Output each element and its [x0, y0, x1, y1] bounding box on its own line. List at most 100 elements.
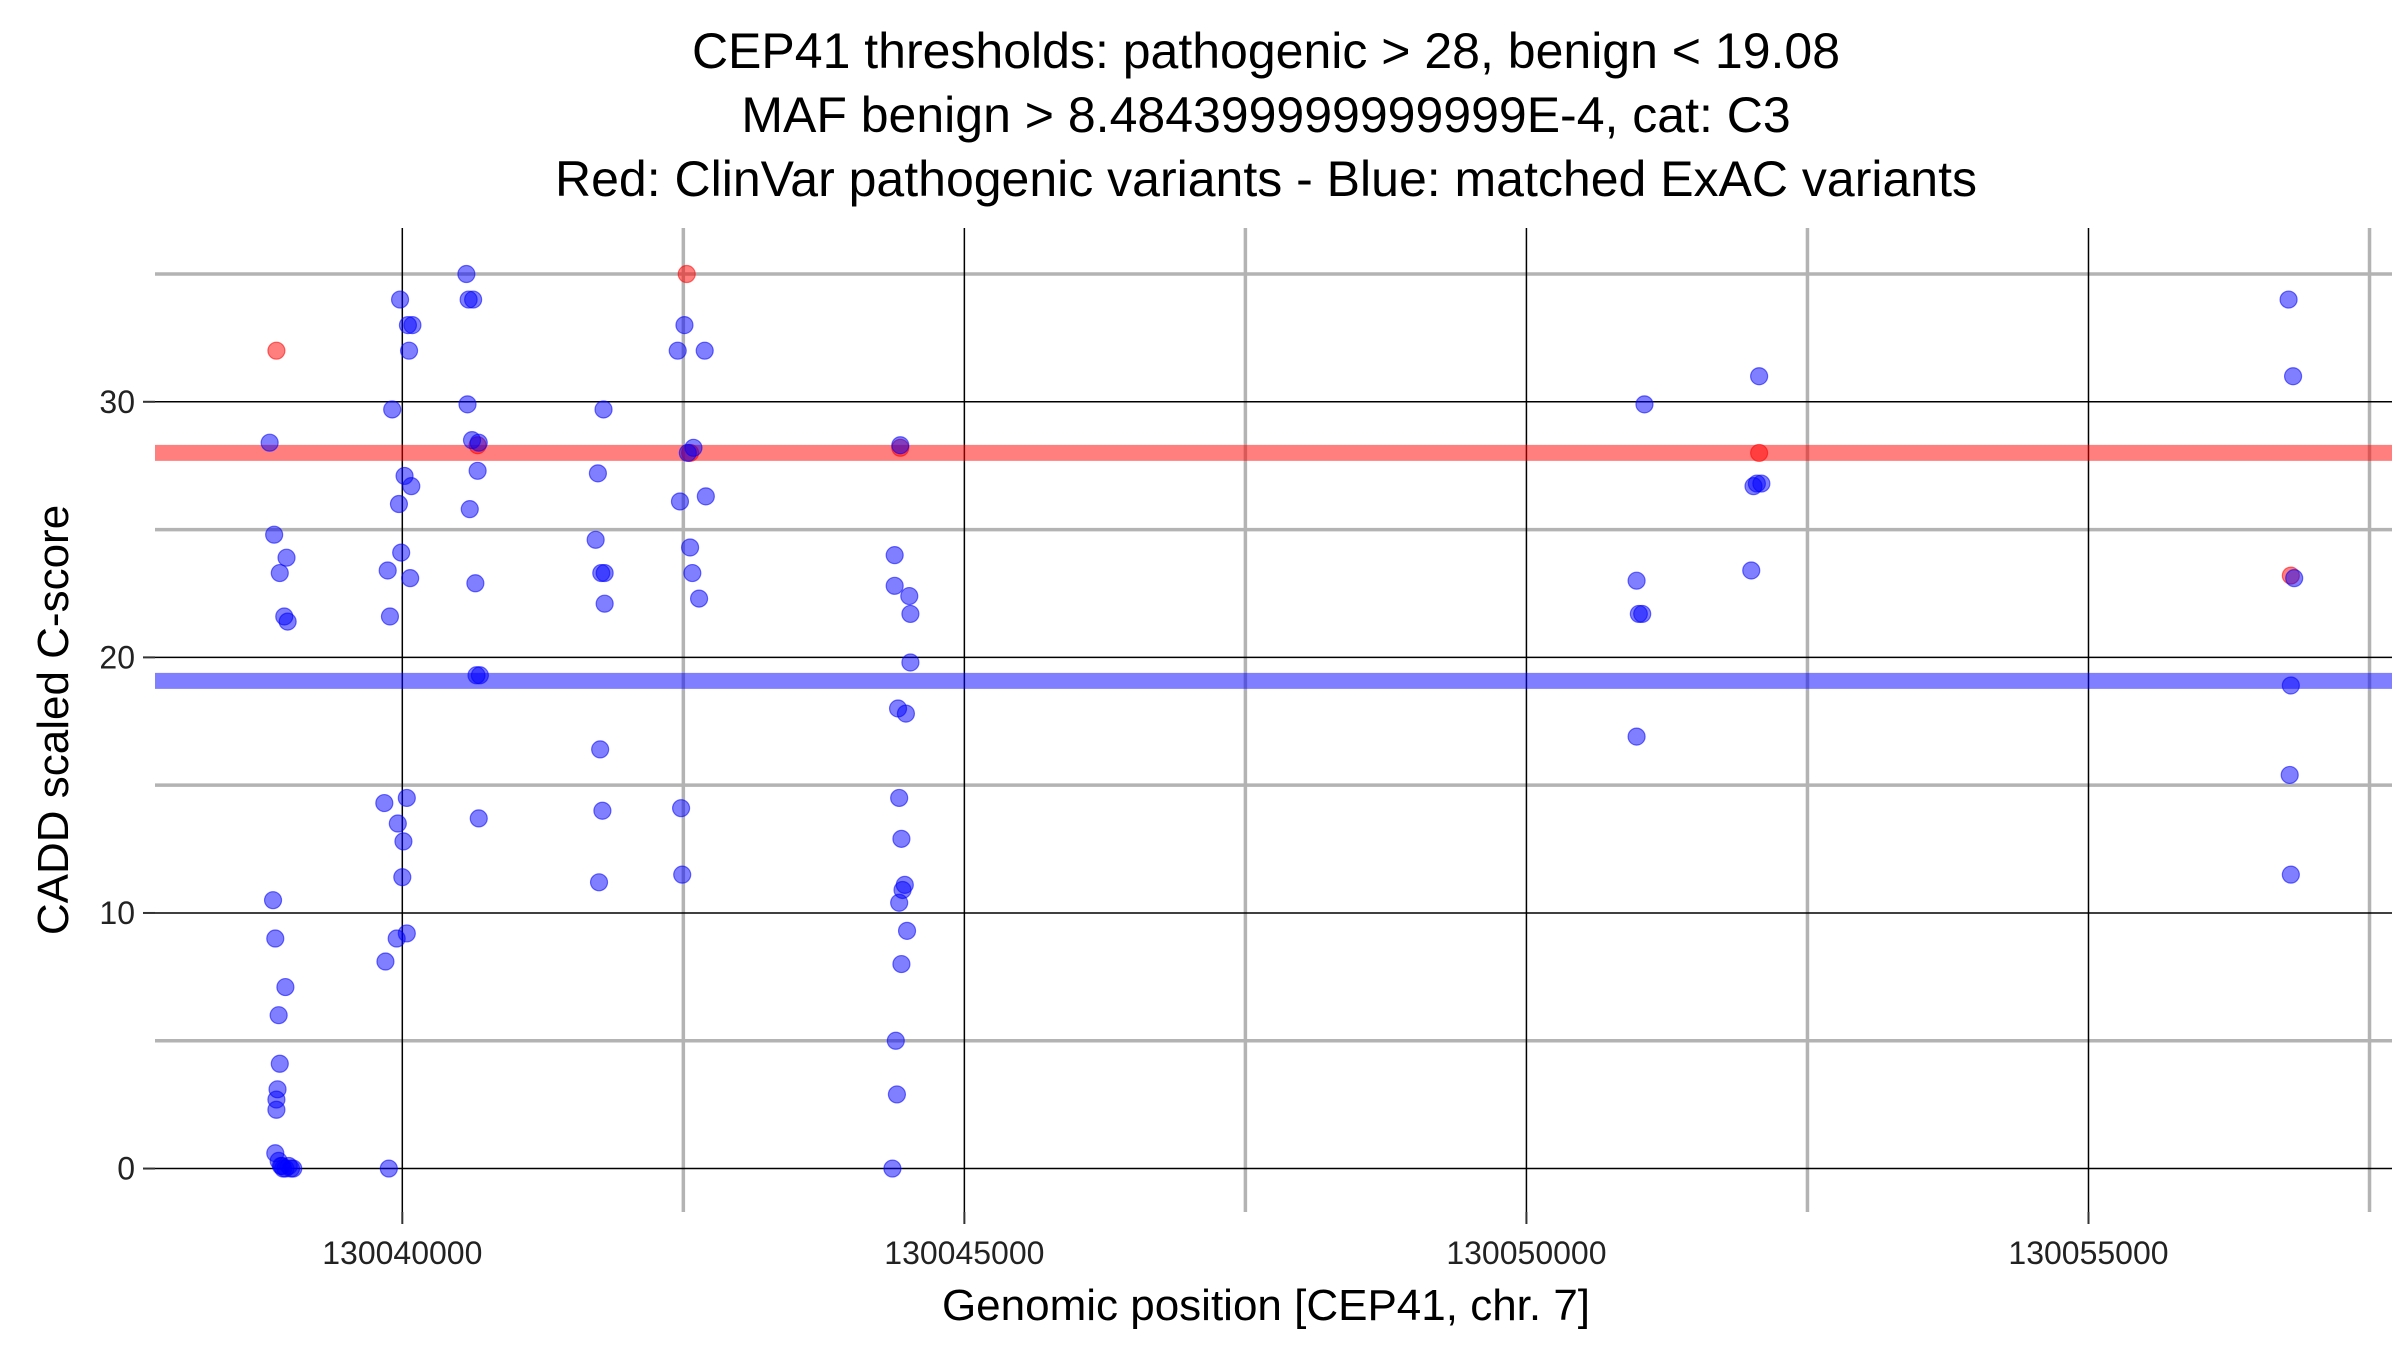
- data-point: [375, 793, 394, 813]
- data-point: [379, 1159, 398, 1178]
- data-point: [464, 290, 483, 309]
- data-point: [683, 563, 702, 583]
- data-point: [376, 952, 395, 971]
- data-point: [270, 563, 289, 583]
- data-point: [389, 494, 409, 514]
- x-tick-label: 130055000: [2008, 1235, 2168, 1271]
- y-tick-label: 0: [117, 1151, 135, 1187]
- data-point: [2285, 569, 2304, 588]
- data-point: [586, 530, 605, 549]
- data-point: [591, 740, 610, 759]
- data-point: [401, 569, 420, 588]
- data-point: [885, 546, 904, 565]
- data-point: [1742, 561, 1761, 580]
- data-point: [460, 500, 479, 519]
- threshold-lines: [155, 444, 2392, 689]
- x-axis-title: Genomic position [CEP41, chr. 7]: [942, 1281, 1590, 1330]
- data-point: [380, 607, 400, 626]
- data-point: [896, 704, 916, 723]
- data-point: [266, 929, 285, 948]
- data-point: [267, 1100, 286, 1119]
- y-axis-title: CADD scaled C-score: [29, 505, 78, 935]
- data-point: [470, 666, 489, 685]
- data-point: [269, 1006, 288, 1025]
- data-point: [595, 563, 614, 583]
- data-point: [468, 461, 487, 480]
- data-point: [594, 400, 613, 419]
- x-tick-label: 130040000: [322, 1235, 482, 1271]
- data-point: [378, 561, 397, 580]
- chart-title: CEP41 thresholds: pathogenic > 28, benig…: [555, 23, 1977, 207]
- data-point: [883, 1159, 902, 1178]
- data-point: [595, 594, 614, 613]
- data-point: [399, 341, 419, 360]
- data-point: [397, 788, 416, 808]
- data-point: [675, 316, 694, 335]
- y-tick-label: 10: [99, 895, 135, 931]
- data-point: [695, 341, 714, 360]
- x-tick-label: 130045000: [884, 1235, 1044, 1271]
- grid-lines: [155, 228, 2392, 1212]
- data-point: [260, 433, 279, 452]
- data-point: [1750, 443, 1769, 463]
- data-point: [892, 954, 911, 974]
- data-point: [1627, 727, 1646, 746]
- data-point: [469, 433, 488, 452]
- data-point: [394, 832, 413, 851]
- data-point: [673, 865, 692, 884]
- data-point: [458, 395, 477, 414]
- data-point: [268, 1080, 287, 1099]
- data-point: [265, 525, 284, 544]
- data-point: [670, 492, 690, 511]
- data-point: [1635, 395, 1654, 414]
- data-point: [891, 436, 910, 455]
- y-tick-label: 20: [99, 639, 135, 675]
- data-point: [457, 264, 476, 284]
- data-point: [680, 538, 700, 557]
- data-point: [895, 875, 914, 894]
- data-point: [593, 801, 612, 820]
- data-point: [397, 924, 416, 943]
- data-point: [2281, 676, 2300, 695]
- data-point: [901, 604, 920, 624]
- data-point: [2281, 865, 2300, 884]
- data-points: [260, 264, 2304, 1178]
- data-point: [393, 868, 412, 887]
- data-point: [696, 487, 715, 506]
- data-point: [885, 576, 904, 595]
- data-point: [2279, 290, 2298, 309]
- data-point: [684, 438, 703, 457]
- x-axis-ticks: 130040000 130045000 130050000 130055000: [322, 1212, 2169, 1271]
- data-point: [689, 589, 709, 608]
- y-axis-ticks: 0 10 20 30: [99, 384, 155, 1187]
- data-point: [284, 1159, 303, 1178]
- data-point: [267, 341, 286, 360]
- data-point: [588, 464, 608, 483]
- data-point: [1752, 474, 1771, 493]
- data-point: [1750, 367, 1769, 386]
- data-point: [668, 341, 687, 360]
- data-point: [671, 799, 691, 818]
- data-point: [1627, 571, 1646, 590]
- data-point: [277, 548, 296, 567]
- x-tick-label: 130050000: [1446, 1235, 1606, 1271]
- data-point: [390, 290, 410, 309]
- data-point: [2280, 765, 2299, 785]
- data-point: [900, 586, 919, 606]
- data-point: [402, 477, 421, 496]
- data-point: [270, 1054, 289, 1073]
- data-point: [383, 400, 402, 419]
- data-point: [392, 543, 411, 562]
- chart-title-line-1: CEP41 thresholds: pathogenic > 28, benig…: [692, 23, 1840, 79]
- data-point: [677, 264, 696, 284]
- data-point: [2283, 367, 2303, 386]
- data-point: [887, 1085, 907, 1104]
- data-point: [278, 612, 297, 631]
- data-point: [403, 316, 422, 335]
- data-point: [892, 829, 911, 848]
- data-point: [466, 574, 485, 593]
- data-point: [276, 977, 295, 997]
- data-point: [469, 809, 488, 828]
- data-point: [897, 921, 917, 940]
